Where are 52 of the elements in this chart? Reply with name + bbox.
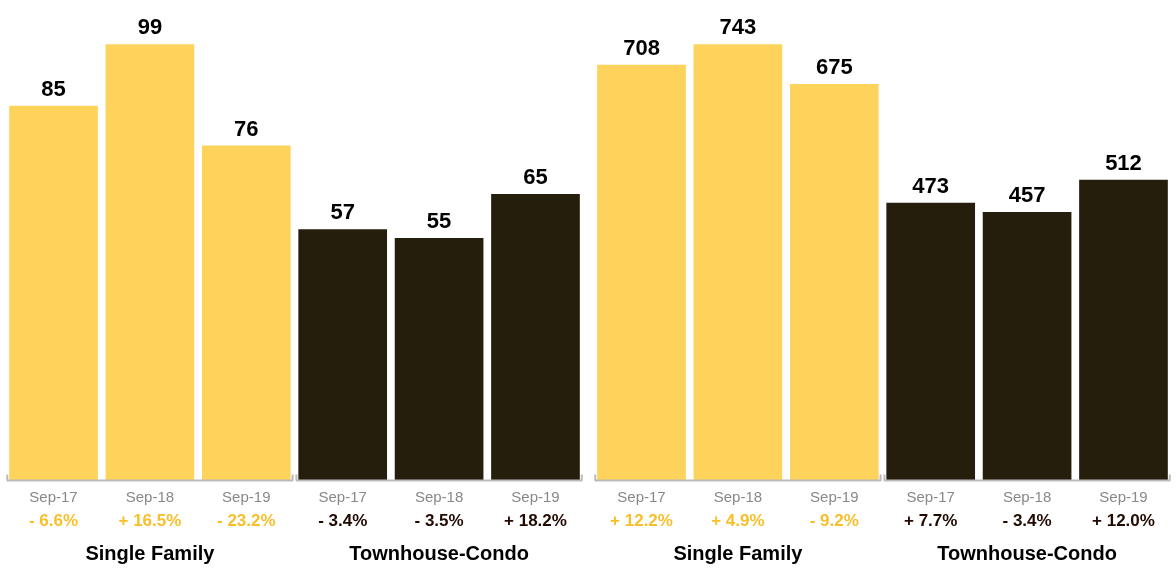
x-tick-label: Sep-19 [511,488,560,505]
x-tick-label: Sep-18 [125,488,175,505]
bar [298,229,388,481]
bar [201,145,291,481]
text: - 3.4% [1002,511,1052,530]
x-tick-label: Sep-18 [713,488,763,505]
data-label: 512 [1105,149,1142,175]
bar [9,105,98,481]
x-tick-label: Sep-17 [318,488,367,505]
text: - 9.2% [809,511,859,530]
data-label: 675 [815,54,853,80]
bar [597,64,686,481]
text: + 4.9% [711,511,765,530]
data-label: 99 [137,14,163,40]
data-label: 55 [426,208,452,234]
text: Townhouse-Condo [349,541,529,564]
text: + 16.5% [118,511,182,530]
data-label: 76 [234,115,259,141]
data-label: 708 [623,34,660,60]
x-tick-label: Sep-18 [1002,488,1052,505]
bar [789,84,879,481]
bar [105,44,195,481]
bar [1079,179,1168,481]
text: Single Family [673,541,804,564]
text: + 12.2% [610,511,673,530]
text: - 23.2% [217,511,276,530]
data-label: 57 [330,199,355,225]
x-tick-label: Sep-17 [29,488,78,505]
text: + 7.7% [904,511,958,530]
bar [693,44,783,481]
x-tick-label: Sep-17 [617,488,666,505]
x-tick-label: Sep-19 [810,488,859,505]
text: - 3.4% [318,511,368,530]
data-label: 85 [41,75,66,101]
text: + 12.0% [1092,511,1155,530]
bar [394,238,484,481]
x-tick-label: Sep-19 [1099,488,1148,505]
text: + 18.2% [504,511,567,530]
bar [491,194,580,481]
bar [886,202,976,481]
data-label: 65 [523,164,548,189]
text: - 3.5% [414,511,464,530]
data-label: 743 [719,14,757,40]
text: Townhouse-Condo [937,541,1117,564]
data-label: 473 [912,172,950,198]
bar [982,212,1072,481]
x-tick-label: Sep-19 [222,488,271,505]
x-tick-label: Sep-17 [906,488,955,505]
data-label: 457 [1008,182,1046,208]
text: Single Family [85,541,216,564]
x-tick-label: Sep-18 [414,488,464,505]
text: - 6.6% [28,511,79,530]
